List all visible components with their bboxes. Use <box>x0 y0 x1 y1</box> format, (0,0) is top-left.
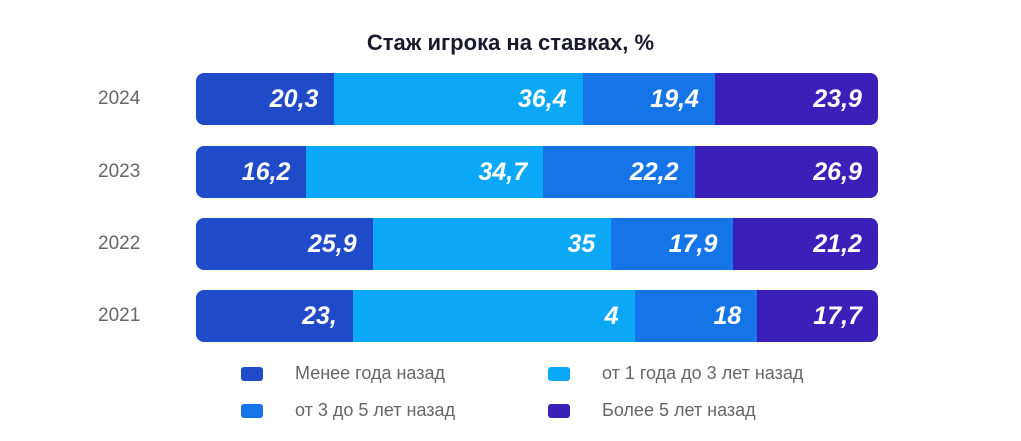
bar-segment: 19,4 <box>582 73 715 125</box>
bar-segment: 34,7 <box>306 146 544 198</box>
bar-segment: 25,9 <box>196 218 373 270</box>
bar-row-2023: 16,2 34,7 22,2 26,9 <box>196 146 878 198</box>
legend-item: Более 5 лет назад <box>548 400 756 421</box>
legend-item: Менее года назад <box>241 363 445 384</box>
data-label: 36,4 <box>518 84 567 113</box>
data-label: 26,9 <box>813 157 862 186</box>
legend-item: от 3 до 5 лет назад <box>241 400 455 421</box>
legend-swatch <box>548 403 570 418</box>
legend-label: от 3 до 5 лет назад <box>295 400 456 420</box>
bar-row-2024: 20,3 36,4 19,4 23,9 <box>196 73 878 125</box>
legend-label: от 1 года до 3 лет назад <box>602 363 804 383</box>
data-label: 34,7 <box>478 157 528 186</box>
data-label: 16,2 <box>241 157 291 186</box>
bar-segment: 26,9 <box>694 146 878 198</box>
data-label: 18 <box>713 301 742 330</box>
legend-label: Менее года назад <box>295 363 445 383</box>
legend-swatch <box>241 366 263 381</box>
legend-swatch <box>548 366 570 381</box>
bar-segment: 16,2 <box>196 146 307 198</box>
data-label: 21,2 <box>813 229 862 258</box>
data-label: 23,9 <box>813 84 862 113</box>
bar-segment: 17,7 <box>757 290 878 342</box>
data-label: 19,4 <box>650 84 699 113</box>
data-label: 17,9 <box>668 229 718 258</box>
bar-segment: 4 <box>352 290 635 342</box>
year-label-2024: 2024 <box>98 88 141 109</box>
bar-segment: 35 <box>372 218 612 270</box>
bar-segment: 23,9 <box>714 73 878 125</box>
year-label-2023: 2023 <box>98 161 141 182</box>
legend-swatch <box>241 403 263 418</box>
bar-segment: 36,4 <box>334 73 583 125</box>
bar-row-2022: 25,9 35 17,9 21,2 <box>196 218 878 270</box>
bar-segment: 21,2 <box>733 218 878 270</box>
year-label-2022: 2022 <box>98 233 141 254</box>
data-label: 35 <box>567 229 596 258</box>
data-label: 17,7 <box>813 301 862 330</box>
bar-segment: 17,9 <box>611 218 734 270</box>
bar-segment: 23, <box>196 290 353 342</box>
data-label: 25,9 <box>307 229 357 258</box>
data-label: 4 <box>604 301 619 330</box>
legend-label: Более 5 лет назад <box>602 400 756 420</box>
bar-segment: 22,2 <box>543 146 695 198</box>
data-label: 22,2 <box>629 157 679 186</box>
year-label-2021: 2021 <box>98 305 141 326</box>
chart-title: Стаж игрока на ставках, % <box>366 30 655 55</box>
bar-segment: 18 <box>634 290 758 342</box>
data-label: 23, <box>302 301 337 330</box>
legend-item: от 1 года до 3 лет назад <box>548 363 803 384</box>
bar-row-2021: 23, 4 18 17,7 <box>196 290 878 342</box>
data-label: 20,3 <box>269 84 319 113</box>
bar-segment: 20,3 <box>196 73 335 125</box>
